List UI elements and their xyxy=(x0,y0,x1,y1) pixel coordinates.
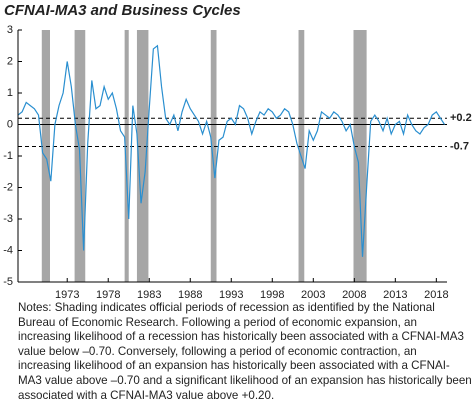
data-line xyxy=(17,44,446,257)
x-tick-label: 2003 xyxy=(301,289,325,300)
x-tick-label: 1983 xyxy=(137,289,161,300)
x-tick-label: 1998 xyxy=(260,289,284,300)
x-tick-label: 2013 xyxy=(383,289,407,300)
chart-title: CFNAI-MA3 and Business Cycles xyxy=(4,2,241,19)
notes: Notes: Shading indicates official period… xyxy=(18,301,472,402)
chart: CFNAI-MA3 and Business Cycles -5 -4 -3 -2 -1… xyxy=(3,2,472,300)
recession-band xyxy=(124,30,129,282)
recession-band xyxy=(136,30,149,282)
y-tick-label: 2 xyxy=(7,55,13,67)
x-tick-label: 1988 xyxy=(178,289,202,300)
y-tick-label: 1 xyxy=(7,87,13,99)
y-tick-label: 3 xyxy=(7,24,13,36)
y-tick-label: -5 xyxy=(3,276,13,288)
x-tick-label: 1978 xyxy=(96,289,120,300)
recession-band xyxy=(41,30,50,282)
recession-band xyxy=(210,30,217,282)
y-tick-label: -4 xyxy=(3,244,13,256)
y-tick-label: -2 xyxy=(3,181,13,193)
reference-label: -0.7 xyxy=(450,140,469,152)
y-tick-label: 0 xyxy=(7,118,13,130)
reference-label: +0.2 xyxy=(450,112,472,124)
x-tick-label: 2008 xyxy=(342,289,366,300)
x-tick-label: 1973 xyxy=(55,289,79,300)
y-tick-label: -3 xyxy=(3,213,13,225)
y-tick-label: -1 xyxy=(3,150,13,162)
x-tick-label: 1993 xyxy=(219,289,243,300)
x-tick-label: 2018 xyxy=(424,289,448,300)
recession-band xyxy=(353,30,367,282)
